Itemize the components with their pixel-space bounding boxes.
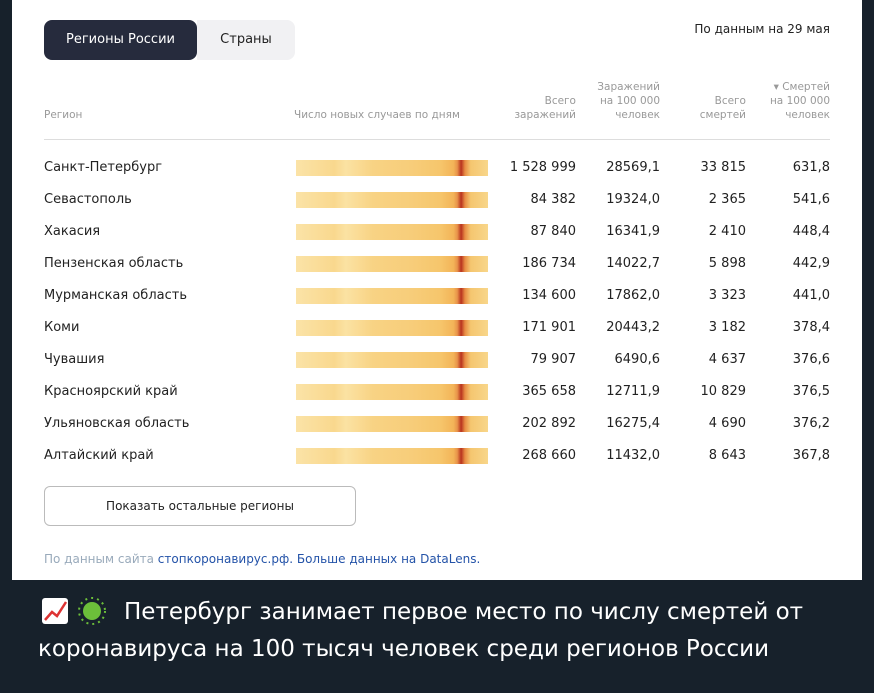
divider [44, 139, 830, 140]
virus-icon [83, 602, 101, 620]
caption-icons [42, 597, 106, 625]
region-name: Красноярский край [44, 384, 178, 399]
table-cell: 171 901 [522, 320, 576, 335]
chart-icon-line [44, 601, 68, 621]
table-cell: 33 815 [700, 160, 747, 175]
table-cell: 10 829 [700, 384, 747, 399]
table-cell: 8 643 [708, 448, 746, 463]
table-cell: 5 898 [708, 256, 746, 271]
table-cell: 2 365 [708, 192, 746, 207]
table-cell: 12711,9 [606, 384, 660, 399]
table-cell: 3 323 [708, 288, 746, 303]
table-cell: 541,6 [792, 192, 830, 207]
table-cell: 87 840 [530, 224, 577, 239]
table-cell: 28569,1 [606, 160, 660, 175]
table-cell: 448,4 [792, 224, 830, 239]
show-more-button[interactable]: Показать остальные регионы [44, 486, 356, 526]
daily-cases-heatmap [296, 320, 488, 336]
table-cell: 11432,0 [606, 448, 660, 463]
source-link[interactable]: стопкоронавирус.рф. [157, 552, 294, 566]
region-name: Севастополь [44, 192, 132, 207]
card: Регионы России Страны По данным на 29 ма… [12, 0, 862, 580]
table-cell: 631,8 [792, 160, 830, 175]
region-name: Хакасия [44, 224, 101, 239]
table-cell: 14022,7 [606, 256, 660, 271]
daily-cases-heatmap [296, 256, 488, 272]
daily-cases-heatmap [296, 416, 488, 432]
daily-cases-heatmap [296, 384, 488, 400]
table-cell: 79 907 [530, 352, 577, 367]
date-note: По данным на 29 мая [694, 22, 830, 36]
region-name: Ульяновская область [44, 416, 190, 431]
region-name: Коми [44, 320, 80, 335]
table-cell: 186 734 [522, 256, 576, 271]
tab[interactable]: Регионы России [44, 20, 197, 60]
table-cell: 4 690 [708, 416, 746, 431]
table-cell: 84 382 [530, 192, 577, 207]
table-cell: 17862,0 [606, 288, 660, 303]
region-name: Чувашия [44, 352, 105, 367]
table-cell: 365 658 [522, 384, 576, 399]
column-header: ▾ Смертей на 100 000 человек [769, 81, 830, 121]
table-cell: 441,0 [792, 288, 830, 303]
column-header: Всего заражений [514, 95, 576, 121]
column-header: Всего смертей [699, 95, 746, 121]
virus-icon-spikes [78, 597, 106, 625]
region-name: Мурманская область [44, 288, 187, 303]
table-cell: 134 600 [522, 288, 576, 303]
table-cell: 367,8 [792, 448, 830, 463]
tab[interactable]: Страны [197, 20, 295, 60]
table-cell: 268 660 [522, 448, 576, 463]
table-cell: 4 637 [708, 352, 746, 367]
table-cell: 19324,0 [606, 192, 660, 207]
daily-cases-heatmap [296, 192, 488, 208]
footer-prefix: По данным сайта [44, 552, 154, 566]
region-name: Пензенская область [44, 256, 184, 271]
daily-cases-heatmap [296, 224, 488, 240]
table-cell: 376,6 [792, 352, 830, 367]
table-cell: 202 892 [522, 416, 576, 431]
table-cell: 16341,9 [606, 224, 660, 239]
table-cell: 3 182 [708, 320, 746, 335]
table-cell: 16275,4 [606, 416, 660, 431]
table-cell: 376,5 [792, 384, 830, 399]
footer: По данным сайта стопкоронавирус.рф. Боль… [44, 552, 480, 566]
daily-cases-heatmap [296, 288, 488, 304]
table-cell: 376,2 [792, 416, 830, 431]
table-cell: 6490,6 [614, 352, 661, 367]
table-cell: 1 528 999 [509, 160, 576, 175]
caption: Петербург занимает первое место по числу… [38, 599, 804, 662]
datalens-link[interactable]: Больше данных на DataLens. [296, 552, 481, 566]
column-header: Заражений на 100 000 человек [597, 81, 660, 121]
table-cell: 2 410 [708, 224, 746, 239]
daily-cases-heatmap [296, 448, 488, 464]
column-header: Регион [44, 109, 83, 121]
daily-cases-heatmap [296, 160, 488, 176]
table-cell: 20443,2 [606, 320, 660, 335]
region-name: Алтайский край [44, 448, 154, 463]
table-cell: 442,9 [792, 256, 830, 271]
daily-cases-heatmap [296, 352, 488, 368]
region-name: Санкт-Петербург [44, 160, 163, 175]
table-cell: 378,4 [792, 320, 830, 335]
column-header: Число новых случаев по дням [294, 109, 460, 121]
